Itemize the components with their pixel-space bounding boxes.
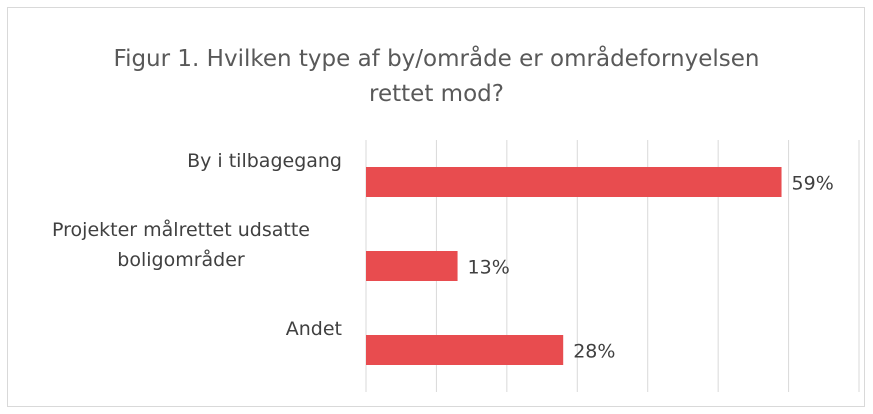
- category-text: Andet: [285, 318, 342, 340]
- category-label: Projekter målrettet udsatte boligområder: [20, 215, 342, 275]
- bar: [366, 335, 564, 365]
- bar: [366, 251, 458, 281]
- chart-title: Figur 1. Hvilken type af by/område er om…: [113, 46, 760, 107]
- data-label: 13%: [468, 257, 510, 279]
- bar: [366, 167, 782, 197]
- chart-frame: [7, 7, 865, 407]
- category-label: Andet: [20, 314, 342, 344]
- category-text: Projekter målrettet udsatte boligområder: [52, 219, 310, 271]
- data-label: 28%: [573, 341, 615, 363]
- category-text: By i tilbagegang: [187, 150, 342, 172]
- data-label: 59%: [792, 173, 834, 195]
- category-label: By i tilbagegang: [20, 146, 342, 176]
